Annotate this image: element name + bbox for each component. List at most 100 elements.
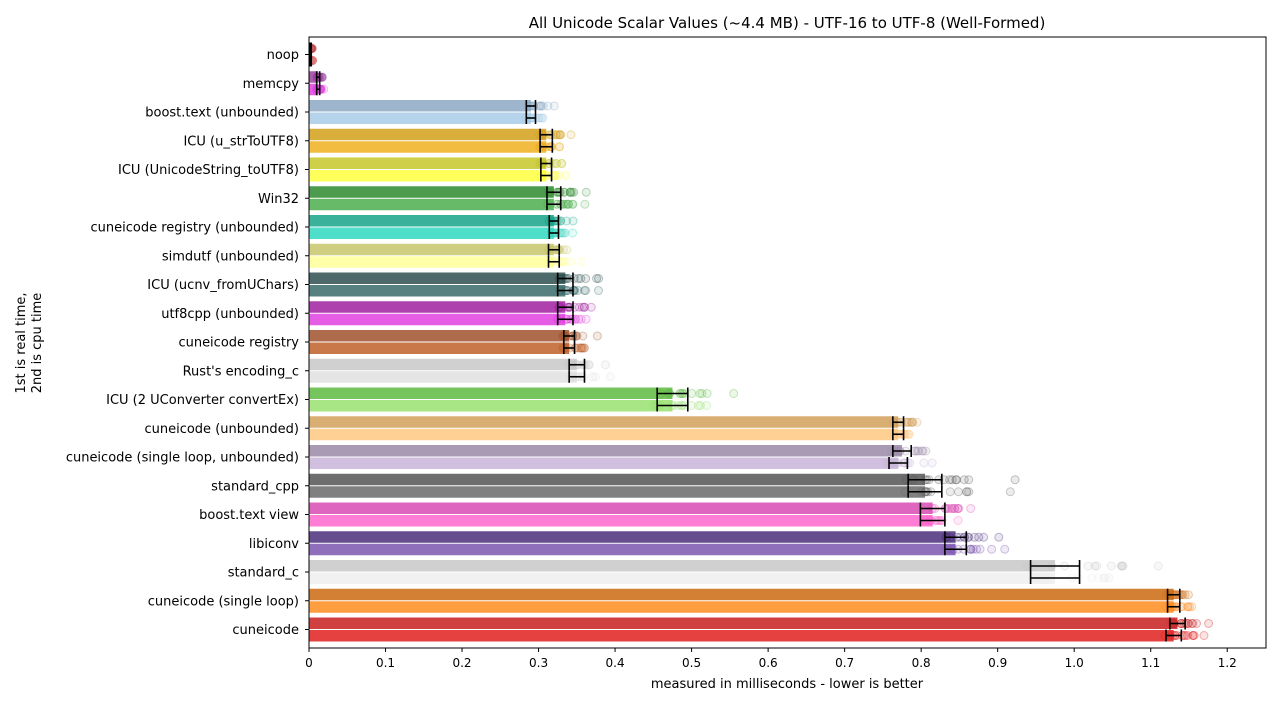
bar-cpu-time <box>309 170 547 182</box>
sample-point <box>561 171 571 180</box>
bar-cpu-time <box>309 428 899 441</box>
y-tick-label: simdutf (unbounded) <box>162 249 299 264</box>
error-bar <box>1169 617 1186 630</box>
y-tick-label: Win32 <box>258 192 299 207</box>
error-bar <box>944 543 968 556</box>
y-tick-label: libiconv <box>249 537 299 552</box>
bar-real-time <box>309 387 673 399</box>
chart-title: All Unicode Scalar Values (~4.4 MB) - UT… <box>529 14 1046 32</box>
error-bar <box>525 100 537 112</box>
sample-point <box>701 401 711 410</box>
sample-point <box>592 331 602 341</box>
sample-point <box>1087 573 1097 583</box>
x-tick-label: 0.3 <box>529 656 548 670</box>
error-bar <box>547 255 561 268</box>
sample-point <box>1118 561 1128 571</box>
sample-point <box>594 274 604 283</box>
error-bar <box>539 140 554 153</box>
sample-point <box>543 101 553 111</box>
sample-point <box>962 487 972 497</box>
x-tick-label: 0.1 <box>376 656 395 670</box>
sample-point <box>904 429 914 439</box>
sample-point <box>972 544 982 554</box>
bar-cpu-time <box>309 515 933 527</box>
error-bar <box>548 227 560 239</box>
y-tick-label: noop <box>267 48 299 63</box>
sample-point <box>1153 561 1163 571</box>
sample-point <box>1180 590 1190 600</box>
sample-point <box>568 199 578 209</box>
x-tick-label: 1.0 <box>1065 656 1084 670</box>
bar-cpu-time <box>309 630 1174 642</box>
sample-point <box>959 475 969 485</box>
sample-point <box>579 302 589 312</box>
bar-cpu-time <box>309 141 547 153</box>
sample-point <box>918 446 928 456</box>
sample-point <box>576 274 586 283</box>
bar-real-time <box>309 100 531 112</box>
sample-point <box>947 475 957 485</box>
sample-point <box>702 389 712 398</box>
sample-point <box>952 475 962 485</box>
sample-point <box>573 286 583 295</box>
bar-real-time <box>309 215 554 227</box>
sample-point <box>913 446 923 456</box>
sample-point <box>975 544 985 554</box>
sample-point <box>577 257 587 267</box>
sample-point <box>553 130 563 140</box>
x-tick-label: 0.2 <box>452 656 471 670</box>
bar-cpu-time <box>309 83 319 96</box>
bar-cpu-time <box>309 543 956 556</box>
x-tick-label: 0.9 <box>988 656 1007 670</box>
y-tick-label: Rust's encoding_c <box>183 364 299 379</box>
sample-point <box>554 171 564 180</box>
sample-point <box>904 429 914 439</box>
error-bar <box>540 169 553 182</box>
bar-real-time <box>309 473 925 486</box>
sample-point <box>605 372 615 382</box>
sample-point <box>945 475 955 485</box>
sample-point <box>578 331 588 341</box>
sample-point <box>1187 619 1197 628</box>
sample-point <box>1189 631 1199 640</box>
sample-point <box>1187 602 1197 612</box>
sample-point <box>581 274 591 283</box>
sample-point <box>1094 573 1104 583</box>
sample-point <box>950 504 960 513</box>
sample-point <box>1117 561 1127 571</box>
sample-point <box>1191 619 1201 628</box>
sample-point <box>565 187 575 197</box>
y-axis-label-line-2: 2nd is cpu time <box>30 293 45 394</box>
y-axis-label-line-1: 1st is real time, <box>14 292 29 393</box>
error-bar <box>656 387 689 400</box>
sample-point <box>907 417 917 427</box>
x-tick-label: 0.7 <box>835 656 854 670</box>
sample-point <box>950 504 960 513</box>
y-tick-label: boost.text view <box>199 508 299 523</box>
sample-point <box>1204 619 1214 628</box>
error-bar <box>892 428 905 441</box>
bar-real-time <box>309 502 933 514</box>
x-tick-label: 1.1 <box>1141 656 1160 670</box>
bar-real-time <box>309 531 956 543</box>
sample-point <box>552 159 562 168</box>
sample-point <box>1188 619 1198 628</box>
sample-point <box>591 372 601 382</box>
bar-real-time <box>309 588 1174 601</box>
sample-point <box>563 199 573 209</box>
sample-point <box>944 504 954 513</box>
bars-layer <box>309 42 1178 642</box>
bar-real-time <box>309 560 1056 572</box>
bar-cpu-time <box>309 313 566 326</box>
bar-cpu-time <box>309 342 570 354</box>
y-tick-label: memcpy <box>243 77 300 92</box>
bar-real-time <box>309 330 570 342</box>
error-bar <box>556 284 574 297</box>
sample-point <box>594 286 604 295</box>
sample-point <box>954 504 964 513</box>
error-bar <box>308 42 313 55</box>
sample-point <box>953 516 963 525</box>
error-bar <box>556 313 574 326</box>
sample-point <box>1005 487 1015 497</box>
